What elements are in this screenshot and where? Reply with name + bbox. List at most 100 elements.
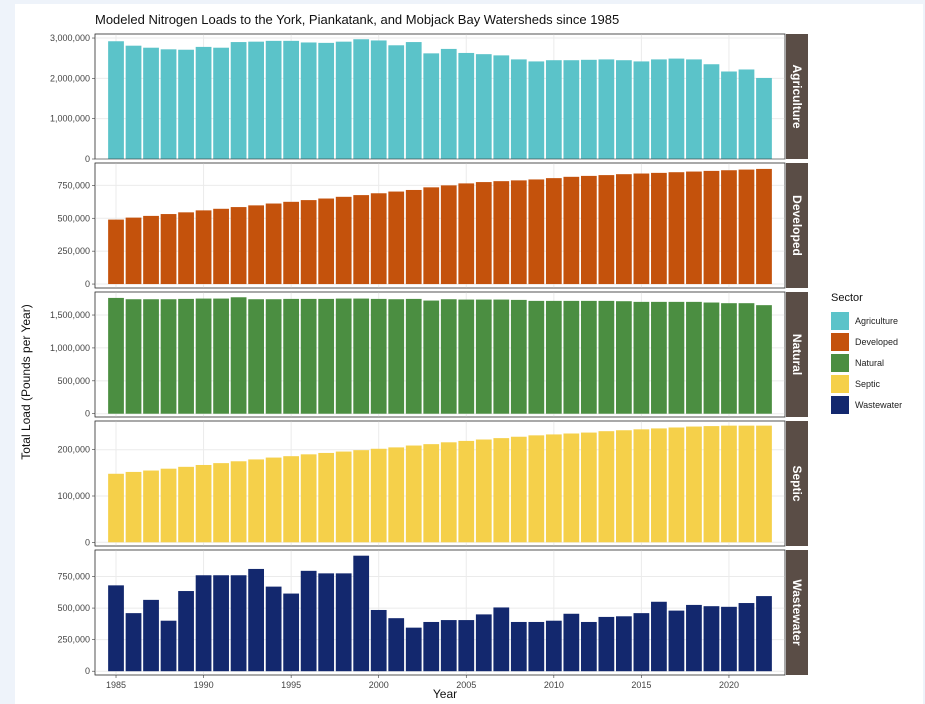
bar-developed-2008 (510, 180, 527, 285)
facet-strip (786, 292, 808, 417)
bar-wastewater-2022 (756, 596, 772, 672)
bar-natural-2016 (651, 301, 667, 414)
bar-natural-2004 (440, 299, 457, 414)
bar-wastewater-2021 (738, 603, 755, 672)
x-axis: 1985 1990 1995 2000 2005 2010 2015 2020 (106, 675, 739, 690)
y-tick-label: 0 (85, 537, 90, 547)
bar-wastewater-1992 (230, 575, 247, 672)
bar-agriculture-1994 (265, 40, 282, 159)
bar-natural-2011 (563, 300, 580, 414)
bar-wastewater-2001 (388, 618, 405, 672)
bar-natural-2006 (475, 299, 492, 414)
bar-natural-1993 (248, 299, 264, 414)
bar-septic-2004 (440, 442, 457, 543)
facet-strip (786, 421, 808, 546)
bar-agriculture-2011 (563, 60, 580, 159)
bar-developed-2016 (651, 172, 667, 285)
bar-wastewater-1988 (160, 620, 177, 672)
bar-septic-2009 (528, 435, 545, 543)
bar-agriculture-2002 (405, 42, 422, 160)
y-tick-label: 250,000 (57, 246, 90, 256)
bar-natural-1995 (283, 298, 300, 414)
bar-agriculture-1988 (160, 49, 177, 159)
bar-natural-1988 (160, 299, 177, 414)
bar-wastewater-1999 (353, 555, 370, 672)
bar-agriculture-1990 (195, 46, 212, 159)
bar-natural-1996 (300, 298, 317, 414)
legend-swatch-septic (831, 375, 849, 393)
bar-natural-2018 (686, 301, 702, 414)
bar-wastewater-2017 (668, 610, 685, 672)
bar-natural-2003 (423, 300, 440, 414)
y-tick-label: 250,000 (57, 635, 90, 645)
legend-label: Agriculture (855, 316, 898, 326)
bar-natural-2009 (528, 300, 545, 414)
y-tick-label: 3,000,000 (50, 33, 90, 43)
bar-wastewater-1993 (248, 568, 264, 672)
facet-strip-label: Septic (790, 465, 804, 501)
bar-natural-1998 (335, 298, 352, 414)
bar-agriculture-1995 (283, 40, 300, 159)
bar-septic-2022 (756, 425, 772, 543)
legend-swatch-wastewater (831, 396, 849, 414)
bar-agriculture-2008 (510, 59, 527, 159)
bar-natural-2017 (668, 301, 685, 414)
bar-agriculture-2004 (440, 48, 457, 159)
bar-agriculture-2015 (633, 61, 650, 159)
bar-wastewater-2018 (686, 604, 702, 672)
bar-wastewater-2003 (423, 621, 440, 672)
bar-natural-2010 (545, 300, 562, 414)
panel-border (94, 549, 786, 676)
bar-agriculture-2003 (423, 53, 440, 159)
bar-wastewater-2005 (458, 620, 475, 672)
bar-wastewater-1991 (213, 575, 229, 672)
bar-septic-2017 (668, 427, 685, 543)
bar-agriculture-1985 (108, 41, 124, 159)
chart-frame: Modeled Nitrogen Loads to the York, Pian… (15, 4, 923, 704)
bar-septic-2005 (458, 440, 475, 543)
bar-wastewater-2010 (545, 620, 562, 672)
bar-septic-1995 (283, 456, 300, 543)
legend-swatch-developed (831, 333, 849, 351)
bar-developed-2000 (370, 193, 387, 285)
legend: Sector Agriculture Developed Natural Septic… (831, 292, 902, 414)
legend-label: Wastewater (855, 400, 902, 410)
bar-developed-1993 (248, 205, 264, 285)
x-tick-label: 2010 (544, 680, 564, 690)
bar-natural-2019 (703, 302, 720, 414)
x-tick-label: 2005 (456, 680, 476, 690)
bar-natural-1987 (143, 299, 159, 414)
bar-agriculture-2010 (545, 60, 562, 159)
bar-agriculture-2012 (580, 59, 597, 159)
y-tick-label: 0 (85, 409, 90, 419)
bar-agriculture-2007 (493, 55, 510, 159)
bar-wastewater-1997 (318, 573, 335, 672)
bar-septic-1996 (300, 454, 317, 543)
bar-natural-2007 (493, 299, 510, 414)
y-tick-label: 500,000 (57, 603, 90, 613)
facet-panels: 01,000,0002,000,0003,000,000Agriculture0… (50, 33, 808, 676)
bar-wastewater-1995 (283, 593, 300, 672)
bar-septic-2016 (651, 428, 667, 543)
bar-agriculture-2001 (388, 45, 405, 159)
bar-developed-1989 (178, 212, 194, 285)
bar-developed-2022 (756, 168, 772, 285)
bar-wastewater-1996 (300, 570, 317, 672)
x-tick-label: 2020 (719, 680, 739, 690)
bar-wastewater-2016 (651, 601, 667, 672)
bar-agriculture-2019 (703, 64, 720, 159)
bar-agriculture-2006 (475, 54, 492, 160)
bar-wastewater-2008 (510, 621, 527, 672)
bar-agriculture-1996 (300, 42, 317, 159)
bar-natural-1992 (230, 297, 247, 414)
chart-title: Modeled Nitrogen Loads to the York, Pian… (95, 12, 619, 27)
bar-wastewater-2014 (616, 616, 632, 672)
bar-natural-1997 (318, 298, 335, 414)
bar-septic-1997 (318, 452, 335, 543)
bar-septic-1992 (230, 461, 247, 543)
bar-wastewater-2019 (703, 606, 720, 672)
bar-wastewater-1985 (108, 585, 124, 672)
bar-developed-2005 (458, 183, 475, 285)
facet-strip-label: Natural (790, 334, 804, 375)
legend-label: Septic (855, 379, 881, 389)
